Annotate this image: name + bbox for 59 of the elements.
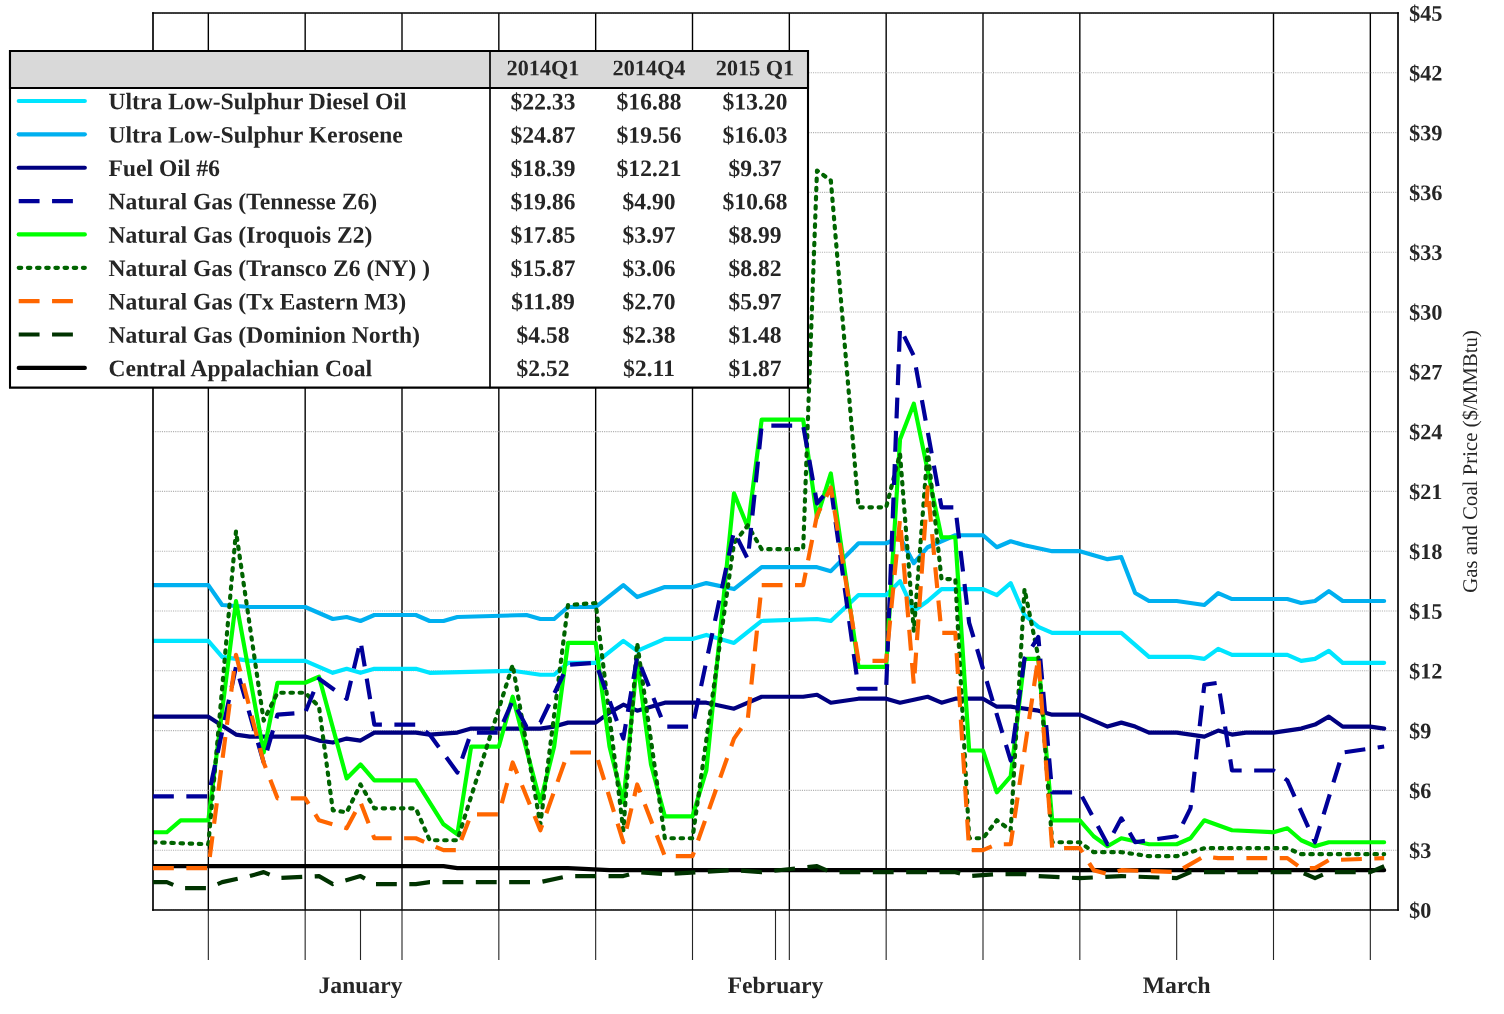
annotation: $1.48 bbox=[729, 325, 781, 345]
annotation: $5.97 bbox=[729, 292, 781, 312]
legend-label: Central Appalachian Coal bbox=[109, 359, 372, 382]
annotation: $8.99 bbox=[729, 225, 781, 245]
annotation: $24.87 bbox=[511, 125, 575, 145]
annotation: $3.06 bbox=[623, 258, 675, 278]
x-tick-label: February bbox=[728, 976, 824, 999]
annotation: $12.21 bbox=[617, 159, 681, 178]
y-axis-title: Gas and Coal Price ($/MMBtu) bbox=[1461, 331, 1482, 592]
y-tick-label: $15 bbox=[1409, 602, 1442, 621]
legend-label: Natural Gas (Transco Z6 (NY) ) bbox=[108, 259, 429, 282]
y-tick-label: $27 bbox=[1409, 363, 1442, 382]
annotation: $2.11 bbox=[623, 359, 674, 378]
annotation: $2.38 bbox=[623, 325, 675, 345]
annotation: $15.87 bbox=[511, 258, 575, 278]
annotation: $22.33 bbox=[511, 92, 575, 112]
legend-label: Ultra Low-Sulphur Kerosene bbox=[109, 126, 403, 148]
annotation: $17.85 bbox=[511, 225, 575, 245]
y-tick-label: $0 bbox=[1409, 901, 1431, 920]
annotation: $16.88 bbox=[617, 92, 681, 112]
y-tick-label: $45 bbox=[1409, 4, 1442, 23]
y-tick-label: $12 bbox=[1409, 662, 1442, 681]
annotation: $19.86 bbox=[511, 192, 575, 212]
y-tick-label: $30 bbox=[1409, 303, 1442, 322]
annotation: 2015 Q1 bbox=[716, 60, 794, 79]
y-tick-label: $18 bbox=[1409, 542, 1442, 561]
annotation: $3.97 bbox=[623, 225, 675, 245]
annotation: $16.03 bbox=[723, 125, 787, 145]
legend-label: Ultra Low-Sulphur Diesel Oil bbox=[109, 92, 407, 115]
x-tick-label: March bbox=[1143, 976, 1211, 994]
annotation: 2014Q4 bbox=[613, 60, 686, 79]
annotation: $2.70 bbox=[623, 292, 675, 312]
legend-label: Natural Gas (Dominion North) bbox=[108, 326, 419, 348]
y-tick-label: $42 bbox=[1409, 64, 1442, 83]
y-tick-label: $33 bbox=[1409, 243, 1442, 262]
y-tick-label: $3 bbox=[1409, 841, 1431, 860]
y-tick-label: $39 bbox=[1409, 124, 1442, 142]
legend-label: Fuel Oil #6 bbox=[108, 159, 220, 177]
y-tick-label: $6 bbox=[1409, 782, 1431, 800]
annotation: $19.56 bbox=[617, 125, 681, 145]
legend-label: Natural Gas (Tx Eastern M3) bbox=[108, 293, 406, 315]
legend-label: Natural Gas (Iroquois Z2) bbox=[108, 226, 372, 248]
y-tick-label: $24 bbox=[1409, 423, 1443, 441]
y-tick-label: $21 bbox=[1409, 483, 1442, 501]
annotation: $13.20 bbox=[723, 92, 787, 112]
annotation: $4.58 bbox=[517, 325, 569, 345]
legend-label: Natural Gas (Tennesse Z6) bbox=[108, 192, 377, 215]
annotation: $10.68 bbox=[723, 192, 787, 212]
annotation: $9.37 bbox=[729, 159, 781, 178]
x-tick-label: January bbox=[319, 977, 403, 999]
annotation: $18.39 bbox=[511, 159, 575, 178]
annotation: $11.89 bbox=[512, 292, 574, 312]
y-tick-label: $9 bbox=[1409, 722, 1431, 740]
annotation: $8.82 bbox=[729, 258, 781, 278]
y-tick-label: $36 bbox=[1409, 184, 1442, 202]
annotation: 2014Q1 bbox=[507, 60, 579, 79]
annotation: $4.90 bbox=[623, 192, 675, 212]
annotation: $2.52 bbox=[517, 359, 569, 378]
annotation: $1.87 bbox=[729, 359, 781, 378]
